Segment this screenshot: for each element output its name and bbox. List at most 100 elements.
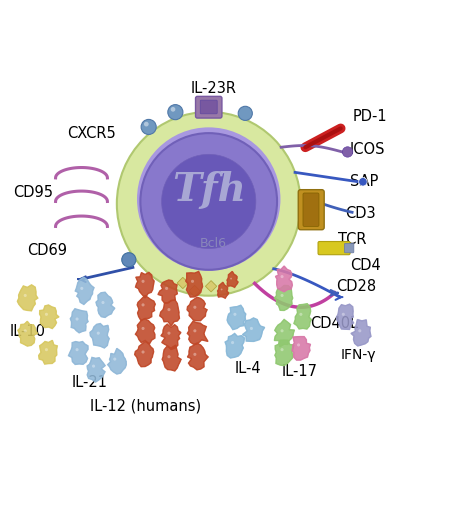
Text: CD4: CD4 bbox=[350, 257, 381, 272]
FancyBboxPatch shape bbox=[345, 244, 354, 253]
Text: CD95: CD95 bbox=[13, 185, 53, 200]
Circle shape bbox=[193, 353, 196, 356]
Text: CD3: CD3 bbox=[346, 206, 376, 221]
Polygon shape bbox=[90, 324, 109, 348]
Circle shape bbox=[193, 305, 196, 309]
Polygon shape bbox=[161, 324, 181, 349]
Circle shape bbox=[358, 329, 361, 332]
Polygon shape bbox=[158, 280, 177, 303]
Text: Tfh: Tfh bbox=[172, 171, 246, 208]
Text: IL-12 (humans): IL-12 (humans) bbox=[90, 399, 201, 414]
Circle shape bbox=[281, 348, 283, 351]
Circle shape bbox=[233, 313, 237, 316]
Circle shape bbox=[75, 348, 79, 351]
Polygon shape bbox=[186, 271, 202, 297]
Circle shape bbox=[97, 332, 100, 335]
Polygon shape bbox=[177, 277, 189, 288]
Circle shape bbox=[281, 275, 283, 278]
Polygon shape bbox=[351, 319, 371, 346]
Circle shape bbox=[137, 127, 281, 271]
Circle shape bbox=[250, 327, 253, 330]
Circle shape bbox=[165, 287, 168, 290]
Circle shape bbox=[92, 365, 95, 368]
Polygon shape bbox=[243, 318, 264, 342]
Circle shape bbox=[141, 350, 145, 353]
Polygon shape bbox=[39, 341, 57, 364]
Polygon shape bbox=[227, 271, 238, 287]
Circle shape bbox=[193, 329, 196, 332]
Circle shape bbox=[342, 313, 345, 316]
Circle shape bbox=[144, 122, 149, 126]
Polygon shape bbox=[18, 285, 38, 311]
Circle shape bbox=[281, 294, 283, 297]
FancyBboxPatch shape bbox=[200, 100, 217, 114]
Polygon shape bbox=[135, 342, 154, 367]
Text: IL-21: IL-21 bbox=[71, 375, 107, 391]
Circle shape bbox=[101, 301, 105, 304]
Text: ICOS: ICOS bbox=[350, 142, 385, 157]
Circle shape bbox=[80, 287, 83, 290]
Circle shape bbox=[171, 107, 175, 111]
Circle shape bbox=[122, 253, 136, 267]
Polygon shape bbox=[275, 266, 292, 292]
Circle shape bbox=[117, 112, 301, 296]
Circle shape bbox=[167, 355, 171, 358]
Polygon shape bbox=[337, 304, 354, 329]
FancyBboxPatch shape bbox=[318, 241, 350, 255]
Polygon shape bbox=[274, 285, 293, 311]
Polygon shape bbox=[160, 300, 180, 326]
Circle shape bbox=[113, 358, 116, 361]
Polygon shape bbox=[40, 305, 59, 329]
Polygon shape bbox=[225, 333, 245, 358]
Circle shape bbox=[281, 329, 283, 332]
Polygon shape bbox=[108, 348, 127, 374]
Text: IL-17: IL-17 bbox=[282, 364, 318, 379]
Polygon shape bbox=[136, 272, 154, 298]
Polygon shape bbox=[205, 281, 217, 292]
Circle shape bbox=[238, 106, 252, 120]
Text: PD-1: PD-1 bbox=[353, 109, 387, 124]
Circle shape bbox=[167, 332, 171, 335]
FancyBboxPatch shape bbox=[298, 190, 324, 230]
FancyBboxPatch shape bbox=[196, 96, 222, 118]
Circle shape bbox=[45, 313, 48, 316]
Circle shape bbox=[167, 308, 171, 311]
Text: IL-4: IL-4 bbox=[235, 361, 261, 376]
Polygon shape bbox=[87, 358, 105, 382]
Polygon shape bbox=[137, 296, 155, 320]
Polygon shape bbox=[294, 304, 311, 329]
Polygon shape bbox=[227, 305, 246, 330]
Circle shape bbox=[140, 133, 277, 270]
Polygon shape bbox=[187, 297, 207, 321]
Circle shape bbox=[168, 105, 183, 120]
Polygon shape bbox=[218, 282, 228, 298]
Polygon shape bbox=[70, 309, 88, 333]
Text: TCR: TCR bbox=[338, 232, 367, 247]
Text: SAP: SAP bbox=[350, 174, 378, 189]
Text: CXCR5: CXCR5 bbox=[67, 125, 116, 141]
Polygon shape bbox=[96, 292, 115, 317]
Circle shape bbox=[24, 329, 27, 332]
Text: CD40L: CD40L bbox=[310, 316, 358, 331]
Circle shape bbox=[141, 119, 156, 135]
Circle shape bbox=[297, 343, 300, 347]
Text: CD28: CD28 bbox=[336, 279, 376, 294]
Circle shape bbox=[231, 341, 234, 344]
Polygon shape bbox=[136, 319, 155, 344]
Circle shape bbox=[300, 313, 302, 316]
Polygon shape bbox=[275, 340, 294, 366]
Circle shape bbox=[162, 154, 256, 249]
Polygon shape bbox=[75, 277, 94, 304]
Polygon shape bbox=[292, 336, 310, 360]
Text: IL-23R: IL-23R bbox=[191, 81, 237, 96]
Text: IFN-γ: IFN-γ bbox=[341, 348, 376, 362]
Polygon shape bbox=[187, 321, 208, 344]
Circle shape bbox=[230, 278, 232, 280]
Polygon shape bbox=[187, 343, 208, 370]
Circle shape bbox=[45, 348, 48, 351]
Polygon shape bbox=[274, 319, 294, 347]
Polygon shape bbox=[189, 285, 200, 297]
Circle shape bbox=[191, 280, 194, 283]
Text: CD69: CD69 bbox=[27, 244, 67, 259]
FancyBboxPatch shape bbox=[303, 193, 319, 227]
